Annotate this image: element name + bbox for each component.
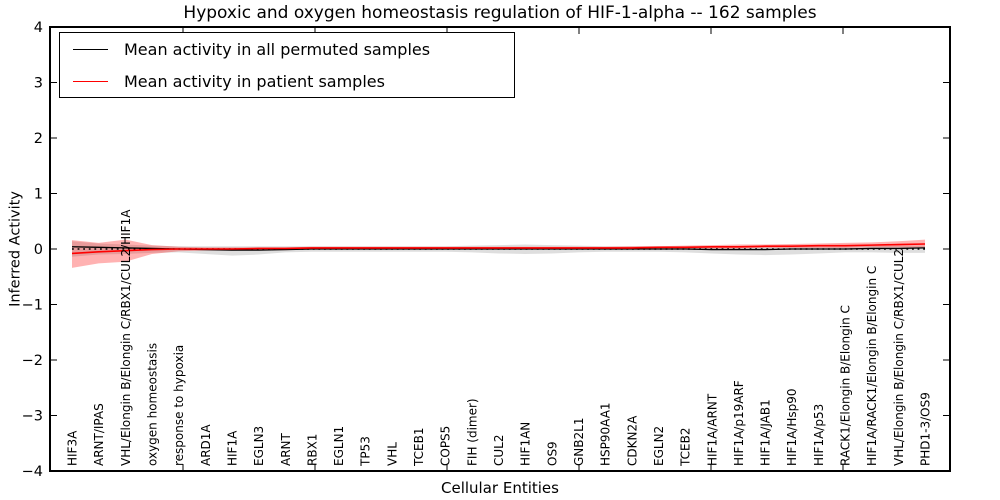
x-tick-label: EGLN2 bbox=[652, 426, 666, 466]
x-tick-label: HIF3A bbox=[66, 430, 80, 466]
x-tick-label: HIF1A bbox=[225, 430, 239, 466]
x-tick-label: HSP90AA1 bbox=[599, 402, 613, 466]
y-axis-label: Inferred Activity bbox=[7, 191, 24, 307]
x-tick-label: oxygen homeostasis bbox=[145, 343, 159, 466]
x-tick-label: HIF1A/JAB1 bbox=[759, 399, 773, 466]
x-tick-label: VHL/Elongin B/Elongin C/RBX1/CUL2/HIF1A bbox=[119, 209, 133, 466]
x-tick-label: EGLN3 bbox=[252, 426, 266, 466]
x-tick-label: VHL/Elongin B/Elongin C/RBX1/CUL2 bbox=[892, 249, 906, 466]
x-tick-label: HIF1A/RACK1/Elongin B/Elongin C bbox=[865, 266, 879, 466]
legend-item-patient: Mean activity in patient samples bbox=[60, 67, 514, 95]
x-tick-label: RBX1 bbox=[305, 434, 319, 466]
y-tick-label: −4 bbox=[22, 464, 43, 480]
x-tick-label: CUL2 bbox=[492, 435, 506, 466]
patient-line-sample bbox=[73, 80, 108, 82]
y-tick-label: 1 bbox=[34, 187, 43, 203]
y-tick-label: 3 bbox=[34, 76, 43, 92]
legend-item-permuted: Mean activity in all permuted samples bbox=[60, 35, 514, 63]
x-tick-label: FIH (dimer) bbox=[465, 398, 479, 466]
x-tick-label: HIF1A/Hsp90 bbox=[785, 388, 799, 466]
x-tick-label: HIF1A/ARNT bbox=[705, 393, 719, 466]
x-tick-label: HIF1A/p53 bbox=[812, 404, 826, 466]
chart-title: Hypoxic and oxygen homeostasis regulatio… bbox=[183, 3, 817, 23]
y-tick-label: 2 bbox=[34, 131, 43, 147]
x-tick-label: ARNT/IPAS bbox=[92, 403, 106, 466]
x-tick-label: ARNT bbox=[279, 432, 293, 466]
x-tick-label: ARD1A bbox=[199, 424, 213, 466]
x-tick-label: TCEB2 bbox=[679, 428, 693, 467]
x-tick-label: PHD1-3/OS9 bbox=[919, 392, 933, 466]
x-tick-label: HIF1A/p19ARF bbox=[732, 380, 746, 466]
legend-label-patient: Mean activity in patient samples bbox=[124, 71, 385, 91]
legend: Mean activity in all permuted samples Me… bbox=[59, 32, 515, 98]
x-tick-label: GNB2L1 bbox=[572, 418, 586, 466]
x-tick-label: CDKN2A bbox=[625, 415, 639, 466]
x-tick-label: RACK1/Elongin B/Elongin C bbox=[839, 305, 853, 466]
x-tick-label: OS9 bbox=[545, 441, 559, 466]
x-tick-label: COPS5 bbox=[439, 426, 453, 466]
y-tick-label: 0 bbox=[34, 242, 43, 258]
x-tick-label: EGLN1 bbox=[332, 426, 346, 466]
permuted-line-sample bbox=[73, 48, 108, 50]
x-tick-label: VHL bbox=[385, 442, 399, 466]
x-tick-label: TCEB1 bbox=[412, 428, 426, 467]
patient-mean-line bbox=[71, 243, 926, 255]
x-tick-label: response to hypoxia bbox=[172, 345, 186, 466]
x-axis-label: Cellular Entities bbox=[441, 479, 559, 497]
x-tick-label: TP53 bbox=[359, 436, 373, 467]
legend-label-permuted: Mean activity in all permuted samples bbox=[124, 39, 431, 59]
y-tick-label: −3 bbox=[22, 409, 43, 425]
y-tick-label: −2 bbox=[22, 353, 43, 369]
y-tick-label: 4 bbox=[34, 20, 43, 36]
y-tick-label: −1 bbox=[22, 298, 43, 314]
x-tick-label: HIF1AN bbox=[519, 422, 533, 466]
